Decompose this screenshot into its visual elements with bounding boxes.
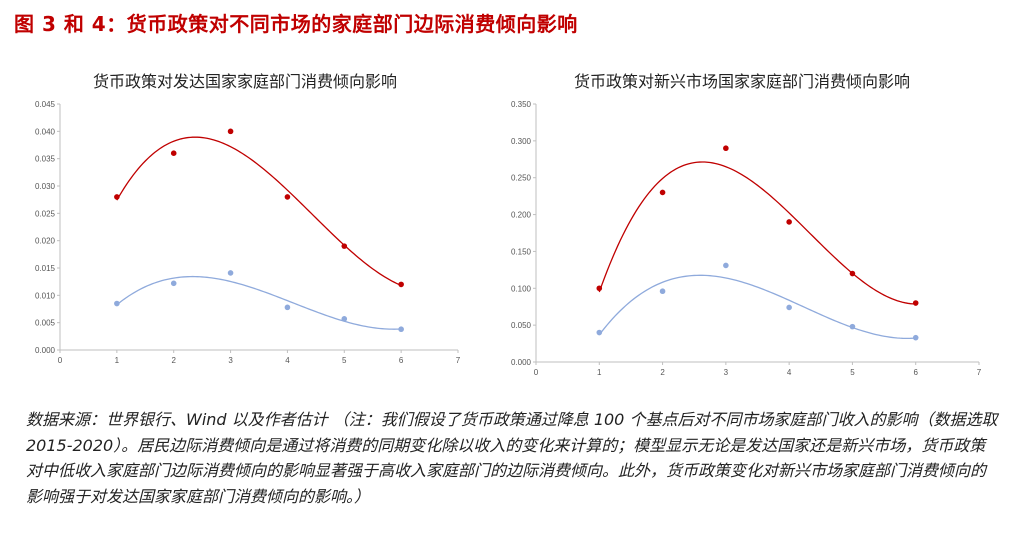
y-tick-label: 0.150 <box>511 247 532 256</box>
x-tick-label: 1 <box>115 356 120 365</box>
x-tick-label: 3 <box>228 356 233 365</box>
chart-developed: 货币政策对发达国家家庭部门消费倾向影响 0.000 0.005 0.010 0.015… <box>10 58 480 388</box>
x-tick-label: 6 <box>913 368 918 377</box>
data-point <box>786 219 792 225</box>
data-point <box>849 323 856 330</box>
data-point <box>398 281 404 288</box>
y-tick-label: 0.250 <box>511 174 532 183</box>
x-tick-label: 1 <box>597 368 602 377</box>
y-tick-label: 0.020 <box>35 237 56 246</box>
x-tick-label: 2 <box>660 368 665 377</box>
data-point <box>114 194 120 200</box>
data-point <box>786 304 792 311</box>
data-point <box>227 128 234 135</box>
y-tick-label: 0.300 <box>511 137 532 146</box>
x-tick-label: 7 <box>456 356 461 365</box>
chart-emerging: 货币政策对新兴市场国家家庭部门消费倾向影响 0.000 0.050 0.100 0.1… <box>492 58 992 388</box>
data-point <box>284 194 291 200</box>
data-point <box>596 285 603 292</box>
data-point <box>227 270 234 276</box>
chart-title: 货币政策对发达国家家庭部门消费倾向影响 <box>92 72 397 91</box>
chart-plot: 0.000 0.050 0.100 0.150 0.200 0.250 0.300 0.350… <box>511 100 982 377</box>
trendline <box>598 161 916 305</box>
data-point <box>114 300 120 307</box>
source-note: 数据来源：世界银行、Wind 以及作者估计 （注：我们假设了货币政策通过降息 1… <box>26 410 998 506</box>
x-tick-label: 0 <box>58 356 63 365</box>
data-point <box>723 262 729 269</box>
trendline <box>598 274 916 340</box>
data-point <box>341 316 348 322</box>
x-tick-label: 4 <box>285 356 290 365</box>
figure-title: 图 3 和 4：货币政策对不同市场的家庭部门边际消费倾向影响 <box>14 12 578 36</box>
data-point <box>596 329 603 336</box>
y-tick-label: 0.050 <box>511 321 532 330</box>
data-point <box>170 150 177 156</box>
chart-title: 货币政策对新兴市场国家家庭部门消费倾向影响 <box>573 72 910 91</box>
y-tick-label: 0.030 <box>35 182 56 191</box>
x-tick-label: 3 <box>724 368 729 377</box>
data-point <box>849 270 856 277</box>
data-point <box>659 189 666 196</box>
y-tick-label: 0.010 <box>35 291 56 300</box>
y-tick-label: 0.200 <box>511 211 532 220</box>
x-tick-label: 2 <box>171 356 176 365</box>
y-tick-label: 0.015 <box>35 264 56 273</box>
y-tick-label: 0.000 <box>35 346 56 355</box>
trendline <box>116 136 402 287</box>
data-point <box>170 280 177 287</box>
trendline <box>116 275 402 330</box>
data-point <box>659 288 666 295</box>
y-tick-label: 0.000 <box>511 358 532 367</box>
data-point <box>912 334 919 341</box>
x-tick-label: 4 <box>787 368 792 377</box>
data-point <box>912 300 919 306</box>
data-point <box>723 145 729 152</box>
y-tick-label: 0.100 <box>511 284 532 293</box>
y-tick-label: 0.350 <box>511 100 532 109</box>
y-tick-label: 0.040 <box>35 127 56 136</box>
y-tick-label: 0.025 <box>35 209 56 218</box>
data-point <box>341 243 348 249</box>
x-tick-label: 5 <box>342 356 347 365</box>
x-tick-label: 7 <box>977 368 982 377</box>
data-point <box>398 326 404 333</box>
data-point <box>284 304 291 311</box>
x-tick-label: 6 <box>399 356 404 365</box>
x-tick-label: 5 <box>850 368 855 377</box>
y-tick-label: 0.045 <box>35 100 56 109</box>
x-tick-label: 0 <box>534 368 539 377</box>
y-tick-label: 0.035 <box>35 155 56 164</box>
y-tick-label: 0.005 <box>35 319 56 328</box>
chart-plot: 0.000 0.005 0.010 0.015 0.020 0.025 0.030 0.035… <box>35 100 461 365</box>
